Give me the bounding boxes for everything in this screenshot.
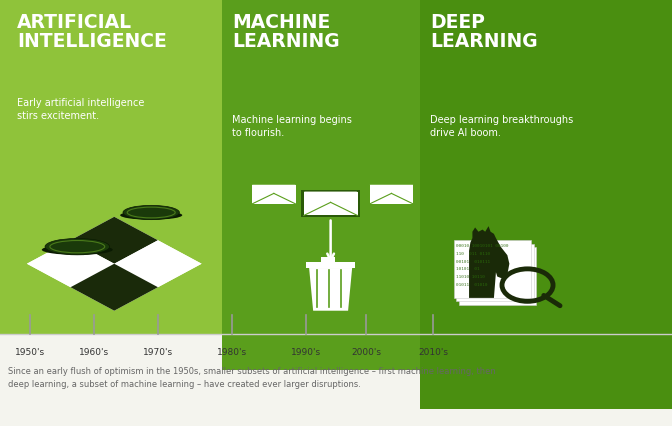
Text: 2010's: 2010's: [419, 347, 448, 356]
Ellipse shape: [120, 211, 182, 220]
Bar: [306, 262, 355, 268]
Text: 00010 10010101 00100: 00010 10010101 00100: [456, 244, 508, 248]
Bar: [0, 0, 420, 334]
Bar: [321, 258, 335, 262]
Text: 1950's: 1950's: [15, 347, 45, 356]
Text: 110  011 0110: 110 011 0110: [456, 251, 490, 255]
Polygon shape: [304, 192, 358, 203]
Ellipse shape: [45, 239, 110, 255]
Text: 1970's: 1970's: [143, 347, 173, 356]
Bar: [252, 185, 296, 204]
Bar: [459, 248, 536, 305]
Text: 2000's: 2000's: [351, 347, 381, 356]
Text: Early artificial intelligence
stirs excitement.: Early artificial intelligence stirs exci…: [17, 98, 144, 121]
Text: 11010 10110: 11010 10110: [456, 274, 485, 278]
Polygon shape: [27, 241, 114, 288]
Text: 01011  01010: 01011 01010: [456, 282, 487, 286]
Text: Machine learning begins
to flourish.: Machine learning begins to flourish.: [232, 115, 351, 138]
Polygon shape: [309, 268, 352, 311]
Text: 00101  010111: 00101 010111: [456, 259, 490, 263]
Text: Since an early flush of optimism in the 1950s, smaller subsets of artificial int: Since an early flush of optimism in the …: [8, 366, 496, 388]
Text: Deep learning breakthroughs
drive AI boom.: Deep learning breakthroughs drive AI boo…: [430, 115, 573, 138]
Polygon shape: [27, 217, 202, 311]
Ellipse shape: [42, 245, 113, 255]
Polygon shape: [114, 241, 202, 288]
Bar: [304, 192, 358, 216]
Text: 10101  01: 10101 01: [456, 267, 479, 271]
Polygon shape: [71, 264, 158, 311]
Bar: [301, 191, 360, 217]
Bar: [370, 185, 413, 204]
Text: DEEP
LEARNING: DEEP LEARNING: [430, 13, 538, 51]
Bar: [454, 241, 531, 298]
Bar: [456, 244, 534, 302]
Text: ARTIFICIAL
INTELLIGENCE: ARTIFICIAL INTELLIGENCE: [17, 13, 167, 51]
Text: MACHINE
LEARNING: MACHINE LEARNING: [232, 13, 339, 51]
Text: 1990's: 1990's: [291, 347, 321, 356]
Polygon shape: [252, 185, 296, 194]
Polygon shape: [469, 227, 509, 298]
Text: 1960's: 1960's: [79, 347, 109, 356]
Polygon shape: [71, 217, 158, 264]
Ellipse shape: [123, 206, 179, 220]
Polygon shape: [370, 185, 413, 194]
Bar: [420, 0, 672, 409]
Text: 1980's: 1980's: [217, 347, 247, 356]
Bar: [222, 0, 672, 371]
